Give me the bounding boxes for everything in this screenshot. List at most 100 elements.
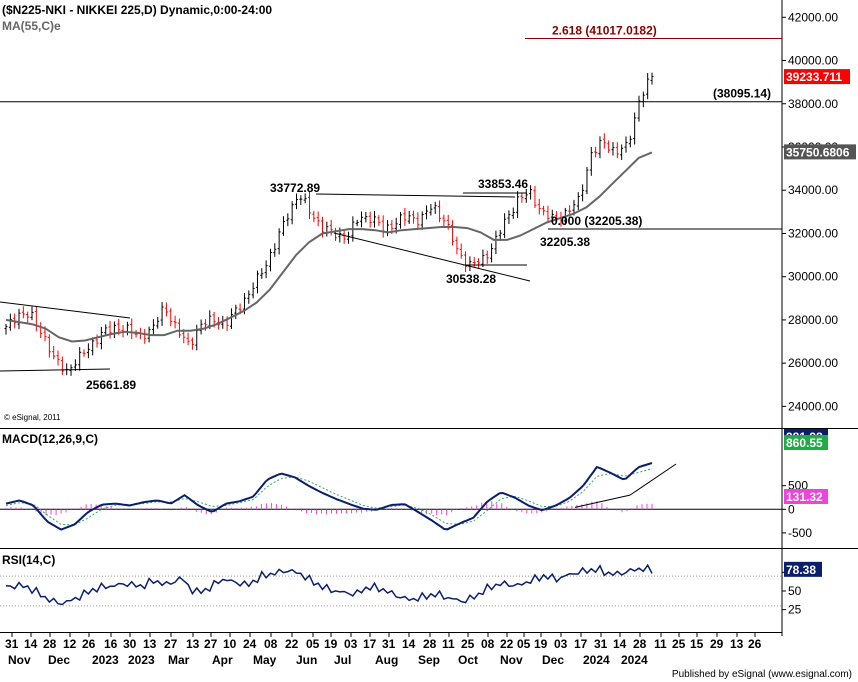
rsi-value-tag <box>784 561 822 577</box>
x-tick-label: 28 <box>423 637 437 651</box>
trendline <box>0 301 131 319</box>
rsi-line <box>5 563 653 606</box>
x-tick-label: 03 <box>344 637 358 651</box>
ma-line <box>5 151 653 343</box>
x-month-label: Oct <box>458 653 478 667</box>
price-tick-label: 40000.00 <box>788 54 838 68</box>
x-tick-label: 14 <box>613 637 627 651</box>
x-tick-label: 13 <box>186 637 200 651</box>
price-tick-label: 26000.00 <box>788 356 838 370</box>
price-tick-label: 28000.00 <box>788 313 838 327</box>
macd-tick-label: 0 <box>788 502 795 516</box>
x-tick-label: 29 <box>710 637 724 651</box>
price-tick-label: 32000.00 <box>788 226 838 240</box>
x-month-label: Aug <box>375 653 398 667</box>
axes: 24000.00 26000.00 28000.00 30000.00 32000.00… <box>0 0 858 667</box>
x-tick-label: 24 <box>243 637 257 651</box>
macd-trendline <box>574 494 631 508</box>
x-tick-label: 11 <box>442 637 455 651</box>
macd-histogram <box>5 501 653 516</box>
rsi-title: RSI(14,C) <box>2 553 55 567</box>
last-price-value: 39233.711 <box>786 70 842 84</box>
ma-legend-label: MA(55,C)e <box>2 19 61 33</box>
x-tick-label: 28 <box>633 637 647 651</box>
x-tick-label: 08 <box>481 637 495 651</box>
copyright-text: © eSignal, 2011 <box>4 413 61 422</box>
trendline <box>333 232 531 282</box>
chart-title: ($N225-NKI - NIKKEI 225,D) Dynamic,0:00-… <box>2 3 273 17</box>
x-tick-label: 25 <box>461 637 475 651</box>
macd-line <box>5 462 653 531</box>
x-tick-label: 05 <box>306 637 320 651</box>
x-month-label: 2024 <box>621 653 648 667</box>
x-month-label: Mar <box>168 653 190 667</box>
macd-tick-label: -500 <box>788 526 812 540</box>
x-tick-label: 08 <box>264 637 278 651</box>
price-annotation: 33772.89 <box>270 181 320 195</box>
x-tick-label: 12 <box>63 637 77 651</box>
price-annotation: 33853.46 <box>478 177 528 191</box>
x-tick-label: 19 <box>324 637 338 651</box>
x-tick-label: 03 <box>554 637 568 651</box>
price-tick-label: 42000.00 <box>788 10 838 24</box>
price-tick-label: 24000.00 <box>788 399 838 413</box>
macd-value-tag <box>784 489 828 504</box>
x-tick-label: 25 <box>672 637 686 651</box>
x-tick-label: 11 <box>654 637 667 651</box>
x-tick-label: 13 <box>730 637 744 651</box>
x-tick-label: 05 <box>517 637 531 651</box>
macd-tag-value: 860.55 <box>786 436 823 450</box>
x-tick-label: 27 <box>164 637 178 651</box>
last-price-tag <box>784 69 850 85</box>
x-tick-label: 13 <box>143 637 157 651</box>
price-annotation: 30538.28 <box>446 272 496 286</box>
x-tick-label: 22 <box>500 637 514 651</box>
macd-value-tag <box>784 435 828 450</box>
x-month-label: 2023 <box>92 653 119 667</box>
x-month-label: Jul <box>334 653 351 667</box>
macd-signal-line <box>5 468 653 526</box>
x-tick-label: 30 <box>123 637 137 651</box>
x-tick-label: 31 <box>382 637 396 651</box>
fib-0-label: 0.000 (32205.38) <box>551 214 642 228</box>
ma-value: 35750.6806 <box>786 145 850 159</box>
value-tags: 39233.71135750.6806981.98860.55131.3278.… <box>784 69 856 577</box>
x-month-label: 2024 <box>583 653 610 667</box>
x-tick-label: 26 <box>748 637 762 651</box>
x-month-label: Nov <box>8 653 31 667</box>
macd-trendline <box>629 463 677 496</box>
x-tick-label: 10 <box>223 637 237 651</box>
price-tick-label: 30000.00 <box>788 270 838 284</box>
x-tick-label: 27 <box>204 637 218 651</box>
x-tick-label: 17 <box>574 637 588 651</box>
x-tick-label: 28 <box>43 637 57 651</box>
x-tick-label: 22 <box>285 637 299 651</box>
x-tick-label: 19 <box>534 637 548 651</box>
x-tick-label: 14 <box>24 637 38 651</box>
x-tick-label: 31 <box>5 637 19 651</box>
ma-value-tag <box>784 144 856 160</box>
trendline <box>0 368 111 372</box>
x-month-label: Nov <box>500 653 523 667</box>
rsi-tag-value: 78.38 <box>786 563 816 577</box>
published-text: Published by eSignal (www.esignal.com) <box>671 669 852 680</box>
x-tick-label: 15 <box>690 637 704 651</box>
x-month-label: May <box>253 653 277 667</box>
rsi-panel: RSI(14,C) <box>0 553 782 607</box>
x-month-label: 2023 <box>128 653 155 667</box>
price-annotation: 32205.38 <box>540 235 590 249</box>
price-panel: 2.618 (41017.0182) (38095.14) 0.000 (32205… <box>0 24 782 392</box>
price-tick-label: 38000.00 <box>788 97 838 111</box>
x-tick-label: 17 <box>363 637 377 651</box>
x-tick-label: 26 <box>82 637 96 651</box>
x-month-label: Dec <box>48 653 70 667</box>
macd-panel: MACD(12,26,9,C) <box>0 432 782 531</box>
fib-2618-label: 2.618 (41017.0182) <box>552 24 657 38</box>
x-month-label: Sep <box>418 653 440 667</box>
x-tick-label: 14 <box>402 637 416 651</box>
x-tick-label: 31 <box>594 637 608 651</box>
rsi-tick-label: 50 <box>788 584 802 598</box>
price-tick-label: 34000.00 <box>788 183 838 197</box>
x-tick-label: 16 <box>104 637 118 651</box>
macd-tag-value: 131.32 <box>786 490 823 504</box>
